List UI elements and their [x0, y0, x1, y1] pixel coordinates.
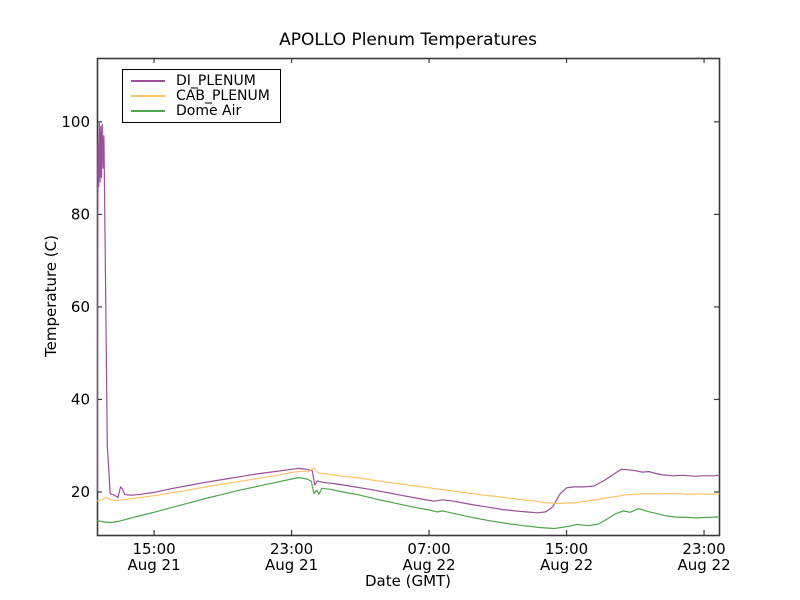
- y-tick-label: 100: [61, 113, 90, 131]
- x-tick-label-time: 23:00: [682, 540, 725, 558]
- x-tick-label-time: 15:00: [545, 540, 588, 558]
- legend-line-sample-icon: [131, 110, 165, 112]
- legend-item-di-plenum: DI_PLENUM: [131, 72, 270, 89]
- x-tick-label-date: Aug 21: [265, 556, 318, 574]
- y-tick-label: 40: [71, 390, 90, 408]
- x-tick-label-date: Aug 22: [402, 556, 455, 574]
- legend-item-cab-plenum: CAB_PLENUM: [131, 87, 270, 104]
- plot-frame: [96, 57, 721, 537]
- x-tick-label-time: 07:00: [407, 540, 450, 558]
- x-tick-label-time: 23:00: [270, 540, 313, 558]
- y-tick-label: 20: [71, 483, 90, 501]
- y-axis-label: Temperature (C): [42, 235, 60, 357]
- chart-title: APOLLO Plenum Temperatures: [279, 30, 537, 50]
- x-axis-label: Date (GMT): [364, 572, 452, 590]
- legend-label: CAB_PLENUM: [176, 87, 270, 104]
- x-tick-label-date: Aug 22: [540, 556, 593, 574]
- legend-label: DI_PLENUM: [176, 72, 256, 89]
- y-tick-label: 80: [71, 205, 90, 223]
- legend-line-sample-icon: [131, 80, 165, 82]
- legend-item-dome-air: Dome Air: [131, 102, 270, 119]
- legend-label: Dome Air: [176, 102, 242, 119]
- legend-line-sample-icon: [131, 95, 165, 97]
- y-tick-label: 60: [71, 298, 90, 316]
- x-tick-label-date: Aug 21: [127, 556, 180, 574]
- series-line-di-plenum: [96, 122, 720, 514]
- x-tick-label-time: 15:00: [132, 540, 175, 558]
- series-line-dome-air: [96, 477, 720, 530]
- legend: DI_PLENUM CAB_PLENUM Dome Air: [122, 69, 281, 123]
- x-tick-label-date: Aug 22: [677, 556, 730, 574]
- series-line-cab-plenum: [96, 467, 720, 505]
